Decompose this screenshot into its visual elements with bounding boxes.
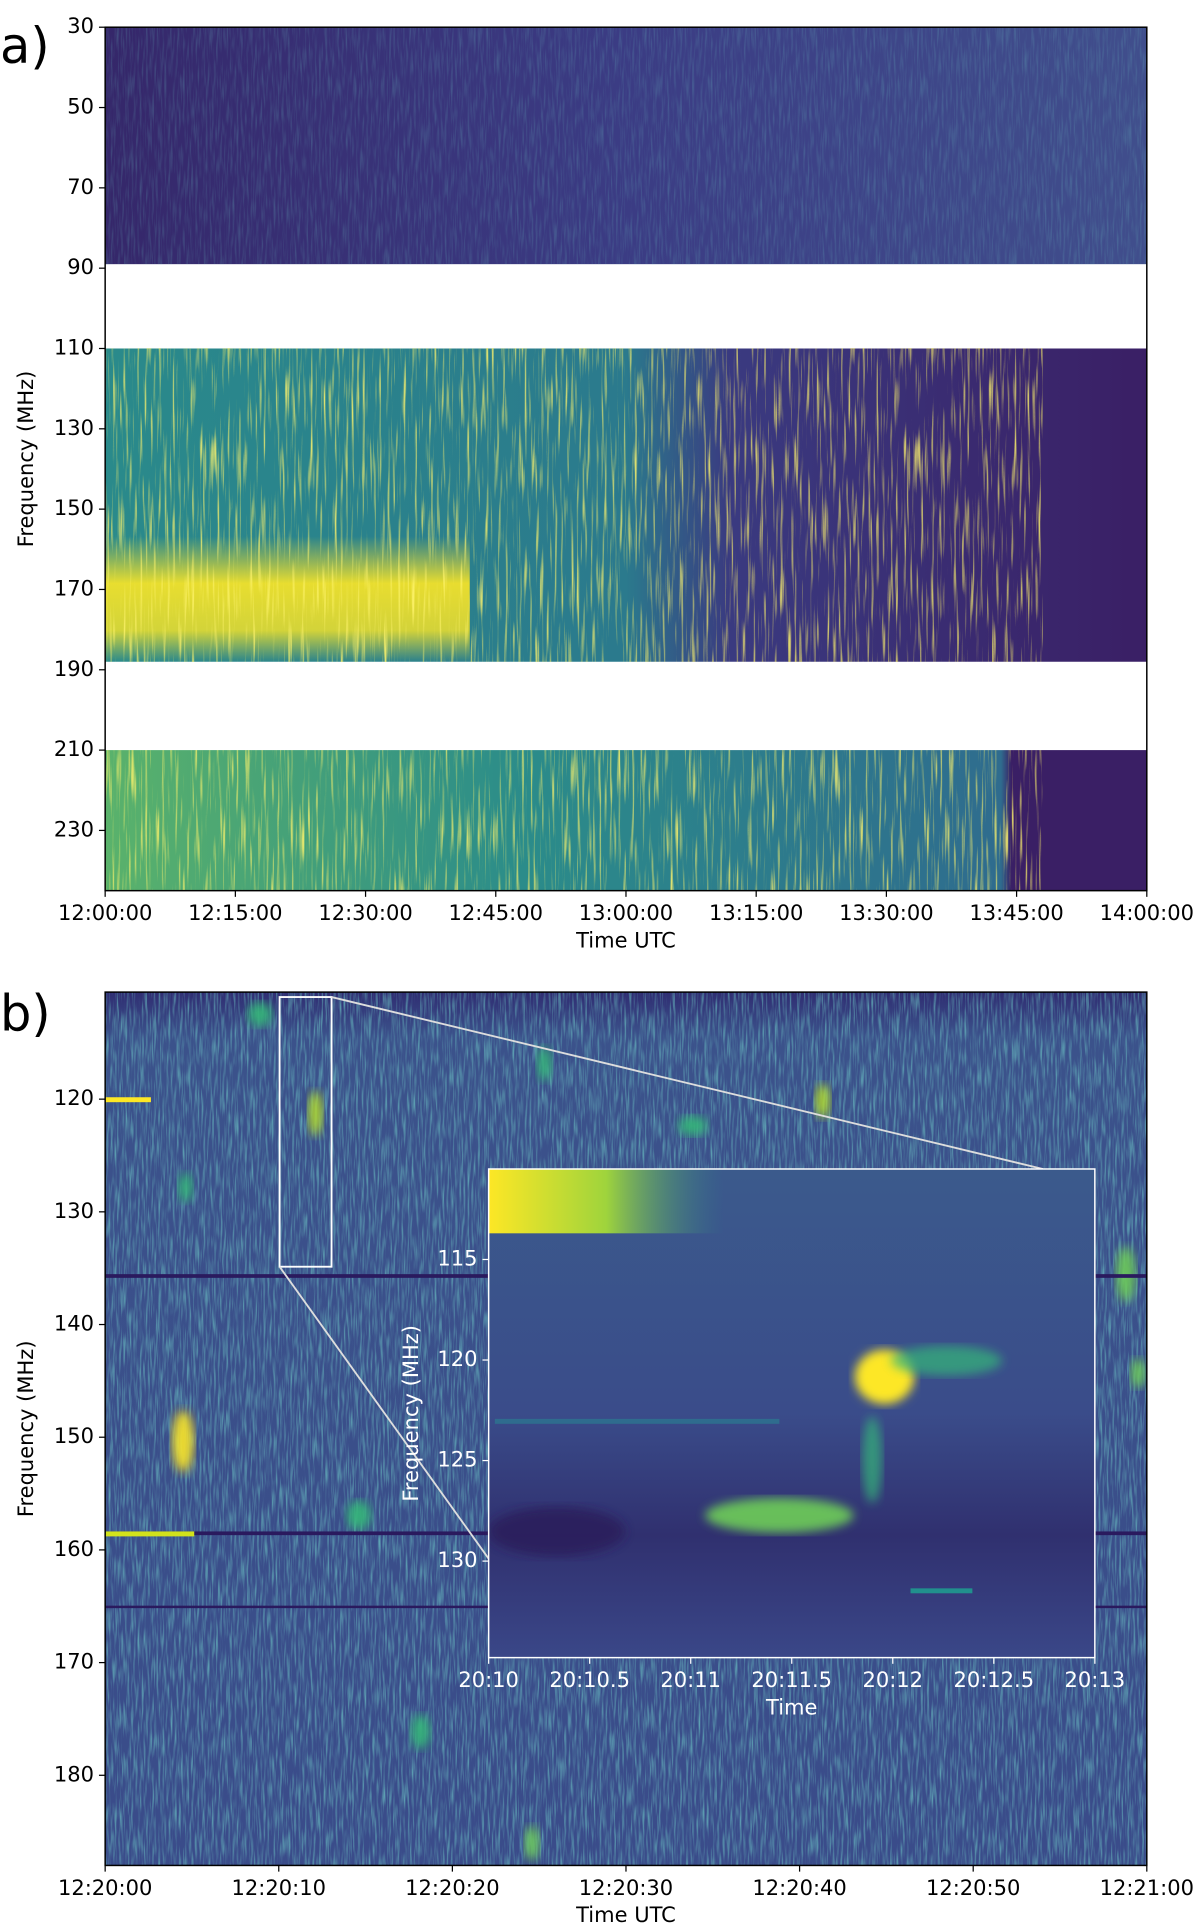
heatmap-blob [308,1091,323,1136]
y-tick-label: 120 [437,1346,477,1371]
y-tick-label: 230 [54,816,94,841]
rfi-line [910,1588,973,1594]
x-tick-label: 12:20:50 [926,1875,1020,1900]
rfi-line [494,1418,780,1424]
heatmap-blob [815,1083,831,1119]
y-tick-label: 90 [67,254,94,279]
zoom-box [278,996,333,1268]
x-tick-label: 12:45:00 [449,900,543,925]
y-tick-label: 160 [54,1536,94,1561]
panel: 30 50 70 90 110 130 150 170 190 210 230 12:00:00 12:… [0,13,1194,952]
y-tick-label: 150 [54,1423,94,1448]
heatmap-blob [862,1416,883,1503]
x-tick-label: 12:20:10 [232,1875,326,1900]
y-tick-label: 150 [54,495,94,520]
y-tick-label: 120 [54,1085,94,1110]
x-tick-label: 20:10 [458,1667,519,1692]
y-tick-label: 115 [437,1245,477,1270]
y-tick-label: 130 [437,1547,477,1572]
heatmap-band [488,1168,724,1234]
x-tick-label: 20:12 [862,1667,923,1692]
heatmap-streaks [105,27,1147,265]
x-tick-label: 12:20:40 [752,1875,846,1900]
heatmap [488,1168,1095,1658]
heatmap-blob [705,1498,854,1533]
heatmap-blob [524,1825,540,1861]
heatmap-blob [178,1172,193,1203]
x-axis-label: Time [765,1694,817,1719]
y-tick-label: 50 [67,94,94,119]
heatmap-streaks [105,750,1043,891]
y-tick-label: 30 [67,13,94,38]
y-axis-label: Frequency (MHz) [13,371,38,548]
rfi-line [105,1097,151,1103]
y-tick-label: 170 [54,575,94,600]
panel: 115 120 125 130 20:10 20:10.5 20:11 20:11.5 20:1… [398,1168,1126,1719]
y-tick-label: 140 [54,1311,94,1336]
heatmap-blob [488,1506,625,1557]
x-axis-label: Time UTC [575,927,676,952]
x-tick-label: 12:30:00 [318,900,412,925]
y-tick-label: 180 [54,1761,94,1786]
panel-label: a) [0,17,50,75]
heatmap-blob [677,1115,708,1136]
x-tick-label: 12:20:30 [579,1875,673,1900]
heatmap-blob [247,1001,273,1027]
x-tick-label: 14:00:00 [1100,900,1194,925]
heatmap-blob [536,1046,552,1082]
x-tick-label: 20:12.5 [954,1667,1035,1692]
x-tick-label: 12:20:00 [58,1875,152,1900]
x-tick-label: 13:15:00 [709,900,803,925]
y-tick-label: 130 [54,415,94,440]
y-tick-label: 170 [54,1649,94,1674]
zoom-line [331,996,1044,1170]
rfi-line [105,1531,195,1537]
heatmap-blob [890,1345,1003,1376]
y-axis-label: Frequency (MHz) [13,1340,38,1517]
heatmap-blob [410,1714,431,1750]
y-tick-label: 130 [54,1198,94,1223]
y-tick-label: 110 [54,334,94,359]
heatmap-blob [1130,1358,1146,1388]
heatmap-blob [171,1410,195,1473]
x-tick-label: 12:21:00 [1100,1875,1194,1900]
x-tick-label: 12:15:00 [188,900,282,925]
y-tick-label: 190 [54,656,94,681]
x-tick-label: 20:13 [1065,1667,1126,1692]
panel-label: b) [0,984,51,1042]
x-tick-label: 20:11 [660,1667,721,1692]
x-tick-label: 13:45:00 [969,900,1063,925]
x-tick-label: 20:10.5 [549,1667,630,1692]
zoom-line [278,1266,490,1560]
x-tick-label: 13:30:00 [839,900,933,925]
heatmap-streaks [105,348,1043,662]
y-tick-label: 210 [54,736,94,761]
x-tick-label: 20:11.5 [751,1667,832,1692]
y-tick-label: 70 [67,174,94,199]
x-tick-label: 13:00:00 [579,900,673,925]
x-tick-label: 12:00:00 [58,900,152,925]
x-axis-label: Time UTC [575,1902,676,1927]
y-axis-label: Frequency (MHz) [398,1325,423,1502]
heatmap-blob [346,1500,372,1531]
y-tick-label: 125 [437,1447,477,1472]
x-tick-label: 12:20:20 [405,1875,499,1900]
